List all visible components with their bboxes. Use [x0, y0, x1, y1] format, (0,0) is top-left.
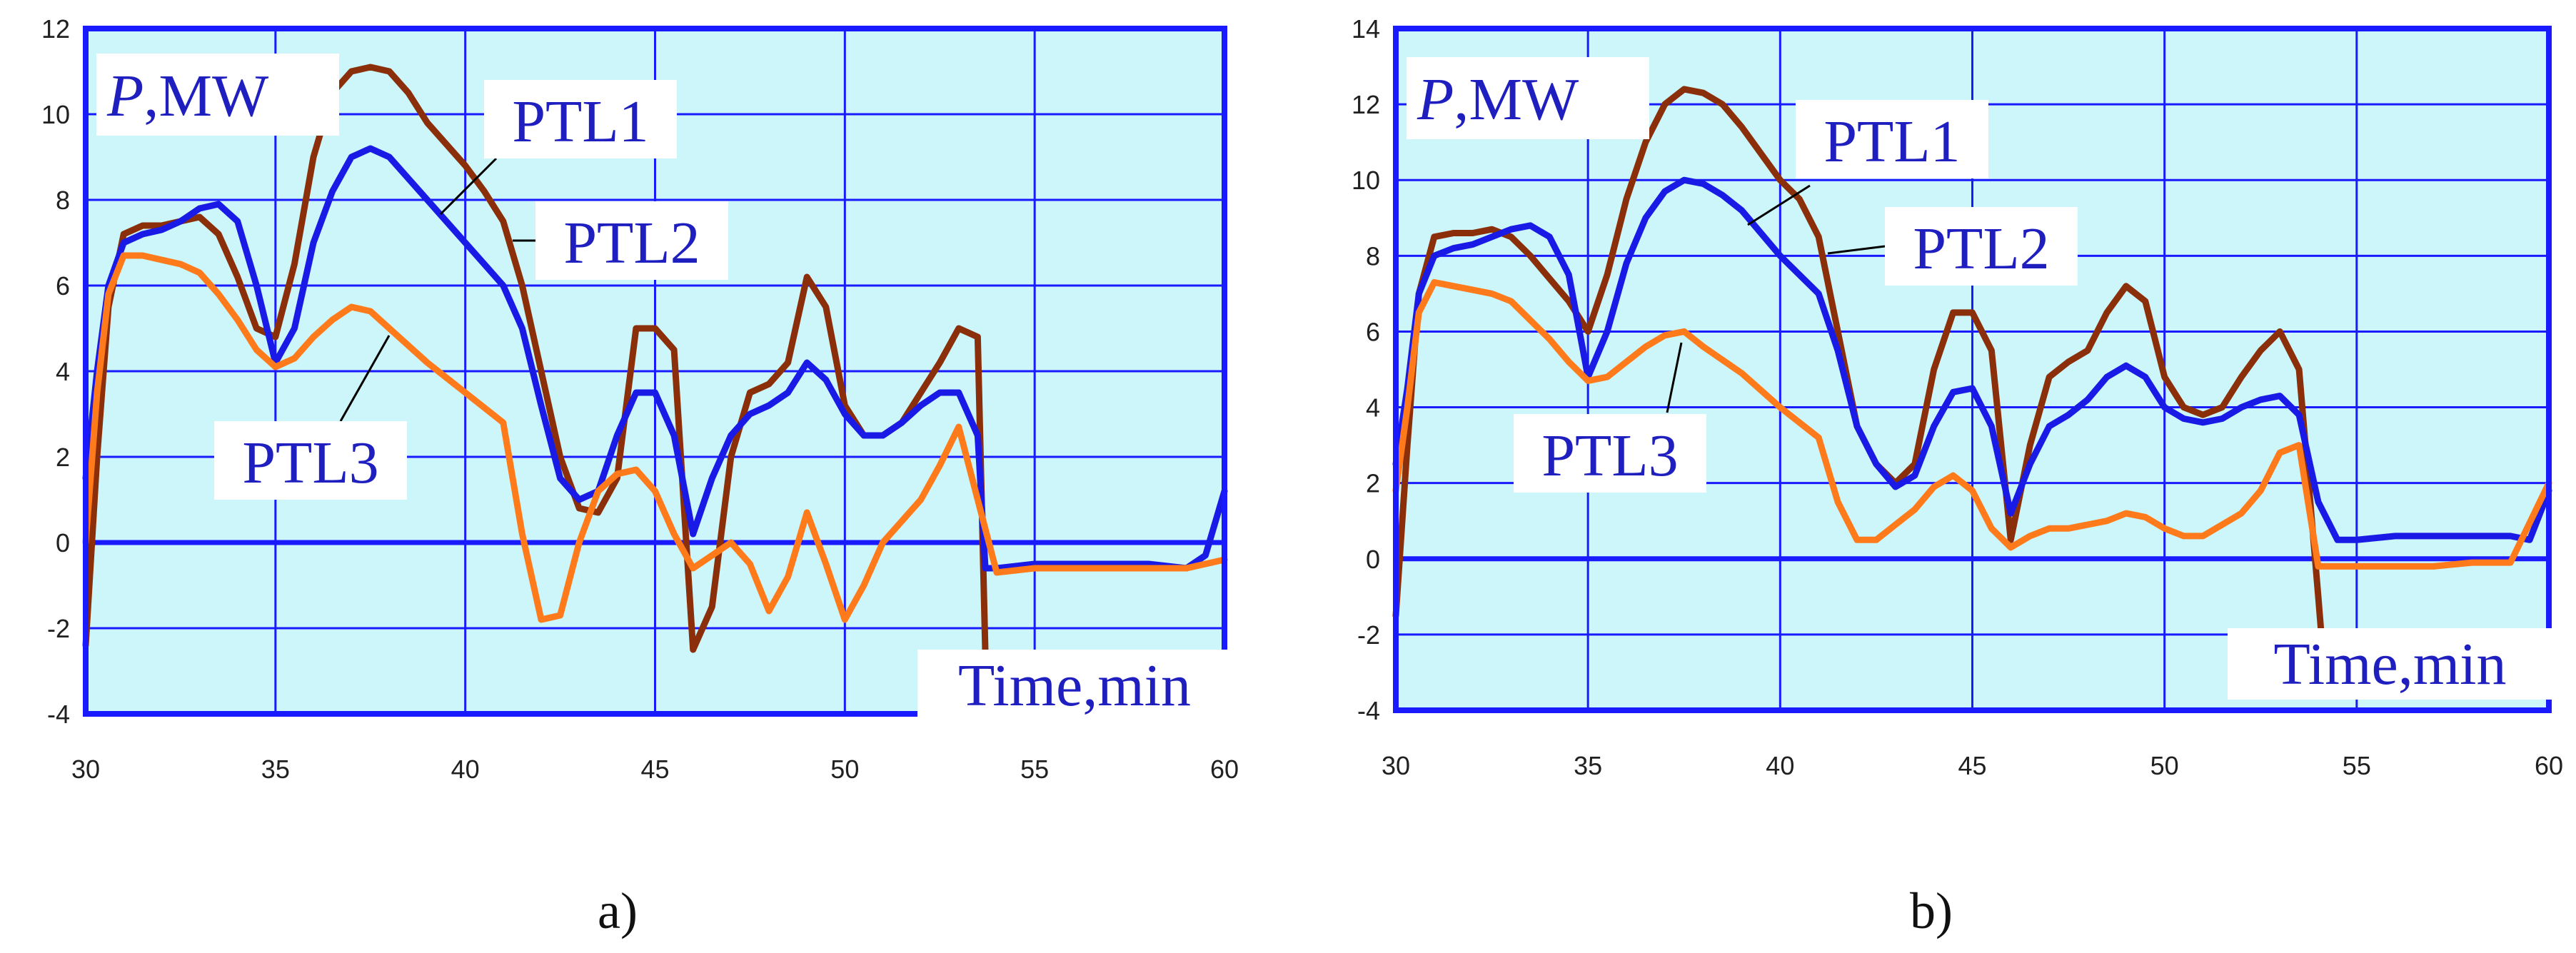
- y-axis-symbol: P: [106, 63, 144, 129]
- annotation-box-ptl3: [1514, 414, 1706, 493]
- x-axis-label: Time,min: [2274, 631, 2507, 697]
- y-tick-label: 2: [1366, 469, 1380, 498]
- annotation-leader-ptl3: [339, 335, 391, 422]
- y-tick-label: 10: [41, 100, 70, 129]
- annotation-box-ptl2: [535, 201, 728, 280]
- y-axis-label: P,MW: [1417, 66, 1579, 133]
- y-label-box: [1407, 57, 1649, 139]
- y-tick-label: -4: [1357, 696, 1380, 725]
- x-label-box: [2228, 628, 2552, 700]
- annotation-label-ptl3: PTL3: [1541, 423, 1678, 489]
- y-tick-label: 8: [56, 186, 70, 215]
- annotation-label-ptl2: PTL2: [1913, 216, 2049, 282]
- x-axis-label: Time,min: [958, 652, 1191, 719]
- y-label-box: [96, 54, 339, 136]
- x-tick-label: 50: [830, 755, 859, 784]
- series-line-ptl2: [82, 145, 1228, 572]
- y-tick-label: 4: [1366, 393, 1380, 423]
- chart-panel-a: -4 -2 0 2 4 6 8 10 12 30 35 40 45 50 55 60 P,MW Time,min P…: [41, 14, 1239, 939]
- y-tick-label: 6: [1366, 317, 1380, 346]
- panel-caption: a): [598, 882, 638, 939]
- annotation-leader-ptl3: [1666, 342, 1683, 413]
- y-tick-label: -2: [47, 614, 70, 643]
- y-tick-label: 12: [41, 14, 70, 44]
- x-tick-label: 30: [1382, 751, 1410, 780]
- series-line-ptl1: [82, 64, 989, 657]
- y-axis-label: P,MW: [106, 63, 269, 129]
- annotation-leader-ptl2: [1827, 245, 1886, 255]
- annotation-label-ptl3: PTL3: [242, 430, 378, 496]
- x-tick-label: 35: [261, 755, 290, 784]
- x-tick-label: 35: [1574, 751, 1602, 780]
- x-tick-label: 40: [1766, 751, 1794, 780]
- y-tick-label: 12: [1352, 90, 1380, 119]
- annotation-box-ptl3: [214, 421, 407, 500]
- panel-caption: b): [1910, 882, 1953, 939]
- y-axis-symbol: P: [1417, 66, 1454, 133]
- x-tick-label: 60: [2535, 751, 2563, 780]
- y-tick-label: 4: [56, 357, 70, 386]
- annotation-label-ptl1: PTL1: [512, 89, 648, 155]
- x-tick-label: 45: [640, 755, 669, 784]
- x-tick-label: 45: [1958, 751, 1986, 780]
- x-label-box: [917, 650, 1232, 721]
- y-tick-label: 10: [1352, 166, 1380, 195]
- annotation-box-ptl1: [484, 80, 677, 158]
- y-tick-label: 6: [56, 271, 70, 301]
- y-tick-label: 2: [56, 443, 70, 472]
- y-axis-unit: ,MW: [1454, 66, 1579, 133]
- chart-panel-b: -4 -2 0 2 4 6 8 10 12 14 30 35 40 45 50 55 60 P,MW Time,mi…: [1352, 14, 2563, 939]
- x-tick-label: 40: [451, 755, 480, 784]
- annotation-label-ptl1: PTL1: [1823, 109, 1960, 175]
- x-tick-label: 30: [71, 755, 100, 784]
- annotation-label-ptl2: PTL2: [563, 210, 700, 276]
- y-tick-label: -2: [1357, 620, 1380, 650]
- plot-frame: [83, 26, 1227, 717]
- annotation-box-ptl2: [1885, 207, 2078, 286]
- x-tick-label: 55: [2343, 751, 2371, 780]
- x-tick-label: 55: [1020, 755, 1049, 784]
- annotation-leader-ptl1: [1747, 184, 1811, 226]
- y-tick-label: 8: [1366, 241, 1380, 271]
- y-tick-label: -4: [47, 700, 70, 729]
- annotation-leader-ptl1: [439, 157, 498, 216]
- plot-frame: [1393, 26, 2552, 713]
- series-line-ptl3: [1392, 279, 2552, 570]
- y-axis-unit: ,MW: [144, 63, 269, 129]
- y-tick-label: 14: [1352, 14, 1380, 44]
- series-line-ptl3: [82, 252, 1228, 623]
- y-tick-label: 0: [56, 528, 70, 558]
- y-tick-label: 0: [1366, 545, 1380, 574]
- x-tick-label: 60: [1210, 755, 1239, 784]
- annotation-box-ptl1: [1796, 100, 1988, 178]
- series-line-ptl2: [1392, 176, 2552, 543]
- x-tick-label: 50: [2150, 751, 2179, 780]
